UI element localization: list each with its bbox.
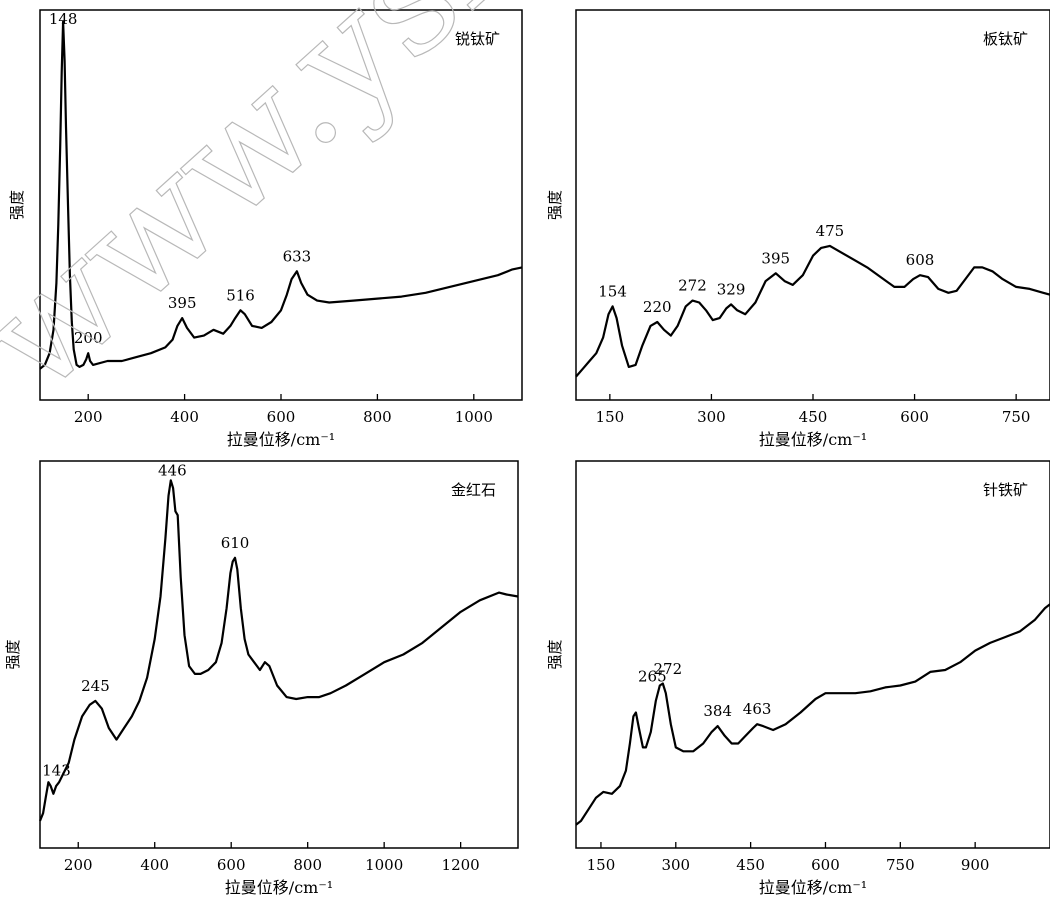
- x-axis-label: 拉曼位移/cm⁻¹: [759, 878, 867, 897]
- x-tick-label: 1200: [442, 856, 480, 874]
- x-tick-label: 1000: [455, 408, 493, 426]
- x-tick-label: 300: [697, 408, 726, 426]
- x-tick-label: 450: [799, 408, 828, 426]
- peak-label: 154: [598, 282, 627, 300]
- peak-label: 200: [74, 329, 103, 347]
- peak-label: 329: [717, 280, 746, 298]
- peak-label: 395: [761, 249, 790, 267]
- x-tick-label: 750: [1002, 408, 1031, 426]
- y-axis-label: 强度: [4, 639, 22, 669]
- x-tick-label: 450: [736, 856, 765, 874]
- chart-panel-3: 200 400 600 800 1000 1200 143 245 446 610 金红石强度拉曼位…: [4, 460, 519, 897]
- x-tick-label: 600: [811, 856, 840, 874]
- peak-label: 265: [638, 667, 667, 685]
- x-tick-label: 400: [140, 856, 169, 874]
- peak-label: 384: [703, 702, 732, 720]
- x-tick-label: 600: [900, 408, 929, 426]
- peak-label: 446: [158, 462, 187, 480]
- peak-label: 608: [906, 251, 935, 269]
- peak-label: 245: [81, 677, 110, 695]
- peak-label: 272: [678, 277, 707, 295]
- peak-label: 610: [221, 534, 250, 552]
- peak-label: 395: [168, 294, 197, 312]
- x-tick-label: 750: [886, 856, 915, 874]
- watermark: www.yskw.ac.cn: [0, 0, 976, 427]
- peak-label: 220: [643, 298, 672, 316]
- x-tick-label: 200: [74, 408, 103, 426]
- spectrum-line: [575, 603, 1050, 826]
- chart-panel-1: 200 400 600 800 1000 148 200 395 516 633 锐钛矿强度拉曼位移…: [8, 9, 523, 449]
- spectrum-line: [38, 479, 519, 822]
- x-tick-label: 800: [293, 856, 322, 874]
- panel-title: 锐钛矿: [455, 30, 500, 48]
- x-tick-label: 200: [64, 856, 93, 874]
- y-axis-label: 强度: [546, 639, 564, 669]
- x-tick-label: 800: [363, 408, 392, 426]
- peak-label: 272: [653, 660, 682, 678]
- peak-label: 475: [816, 222, 845, 240]
- peak-label: 463: [743, 700, 772, 718]
- x-tick-label: 1000: [365, 856, 403, 874]
- x-axis-label: 拉曼位移/cm⁻¹: [759, 430, 867, 449]
- x-tick-label: 900: [961, 856, 990, 874]
- x-axis-label: 拉曼位移/cm⁻¹: [225, 878, 333, 897]
- chart-panel-2: 150 300 450 600 750 154 220 272 329 395 475 608 板钛矿强…: [546, 9, 1050, 449]
- x-tick-label: 150: [596, 408, 625, 426]
- x-tick-label: 600: [217, 856, 246, 874]
- peak-label: 148: [49, 10, 78, 28]
- spectrum-line: [575, 244, 1050, 378]
- x-tick-label: 400: [170, 408, 199, 426]
- spectrum-line: [39, 20, 523, 370]
- x-tick-label: 300: [661, 856, 690, 874]
- x-tick-label: 600: [267, 408, 296, 426]
- y-axis-label: 强度: [8, 190, 26, 220]
- y-axis-label: 强度: [546, 190, 564, 220]
- plot-frame: [575, 460, 1050, 849]
- panel-title: 板钛矿: [983, 30, 1028, 48]
- plot-frame: [39, 460, 519, 849]
- peak-label: 633: [283, 247, 312, 265]
- peak-label: 516: [226, 286, 255, 304]
- panel-title: 金红石: [451, 481, 496, 499]
- x-tick-label: 150: [587, 856, 616, 874]
- plot-frame: [575, 9, 1050, 401]
- x-axis-label: 拉曼位移/cm⁻¹: [227, 430, 335, 449]
- peak-label: 143: [42, 762, 71, 780]
- panel-title: 针铁矿: [983, 481, 1028, 499]
